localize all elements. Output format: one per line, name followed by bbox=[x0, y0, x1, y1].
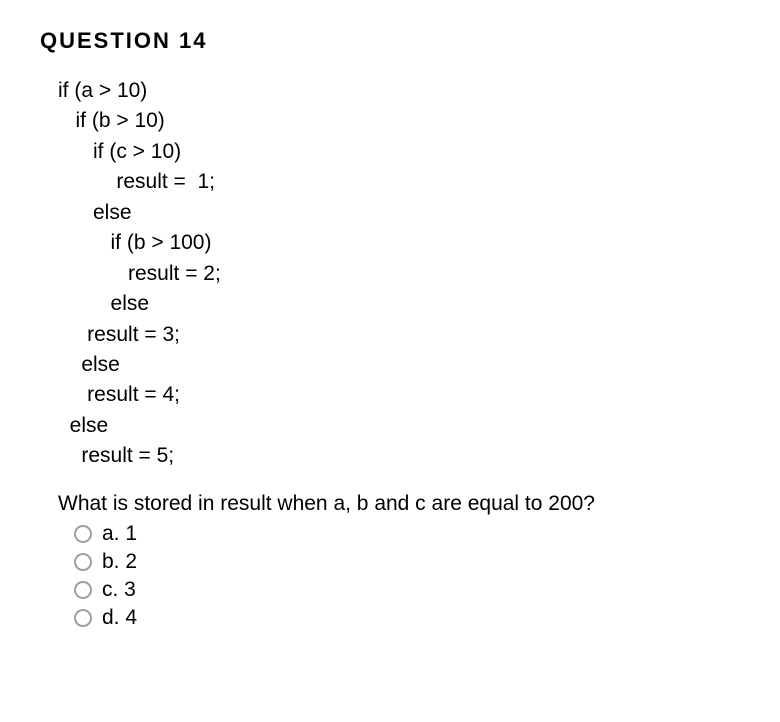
radio-icon[interactable] bbox=[74, 525, 92, 543]
radio-icon[interactable] bbox=[74, 581, 92, 599]
option-c[interactable]: c. 3 bbox=[74, 578, 740, 602]
option-d[interactable]: d. 4 bbox=[74, 606, 740, 630]
option-b[interactable]: b. 2 bbox=[74, 550, 740, 574]
options-list: a. 1 b. 2 c. 3 d. 4 bbox=[74, 522, 740, 630]
question-page: QUESTION 14 if (a > 10) if (b > 10) if (… bbox=[0, 0, 780, 674]
option-label: d. 4 bbox=[102, 606, 137, 630]
question-title: QUESTION 14 bbox=[40, 28, 740, 54]
radio-icon[interactable] bbox=[74, 553, 92, 571]
option-label: c. 3 bbox=[102, 578, 136, 602]
option-label: b. 2 bbox=[102, 550, 137, 574]
option-label: a. 1 bbox=[102, 522, 137, 546]
radio-icon[interactable] bbox=[74, 609, 92, 627]
option-a[interactable]: a. 1 bbox=[74, 522, 740, 546]
question-prompt: What is stored in result when a, b and c… bbox=[58, 492, 740, 516]
code-block: if (a > 10) if (b > 10) if (c > 10) resu… bbox=[58, 76, 740, 472]
